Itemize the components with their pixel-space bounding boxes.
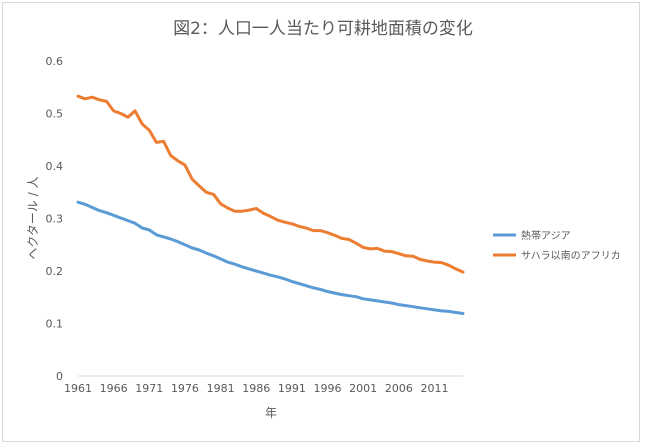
- x-tick-label: 1971: [135, 382, 163, 395]
- series-lines: [76, 94, 465, 315]
- y-tick-label: 0.5: [46, 108, 64, 121]
- series-line-0: [76, 200, 465, 315]
- x-tick-label: 1996: [314, 382, 342, 395]
- line-chart: 図2：人口一人当たり可耕地面積の変化 0 0.1 0.2 0.3 0.4 0.5 0.6 1…: [26, 19, 621, 420]
- x-tick-label: 1961: [64, 382, 92, 395]
- x-axis-label: 年: [265, 406, 277, 420]
- x-tick-label: 1981: [207, 382, 235, 395]
- x-tick-label: 1986: [242, 382, 270, 395]
- y-axis-ticks: 0 0.1 0.2 0.3 0.4 0.5 0.6: [46, 55, 64, 383]
- chart-title: 図2：人口一人当たり可耕地面積の変化: [173, 19, 473, 39]
- y-tick-label: 0.6: [46, 55, 64, 68]
- x-tick-label: 2001: [349, 382, 377, 395]
- series-line-1: [76, 94, 465, 274]
- y-tick-label: 0.1: [46, 318, 64, 331]
- x-tick-label: 1976: [171, 382, 199, 395]
- y-tick-label: 0.3: [46, 213, 64, 226]
- x-tick-label: 2006: [385, 382, 413, 395]
- y-tick-label: 0.2: [46, 265, 64, 278]
- y-axis-label: ヘクタール / 人: [26, 176, 40, 259]
- y-tick-label: 0: [56, 370, 63, 383]
- x-tick-label: 1991: [278, 382, 306, 395]
- x-tick-label: 2011: [420, 382, 448, 395]
- x-tick-label: 1966: [100, 382, 128, 395]
- chart-frame: 図2：人口一人当たり可耕地面積の変化 0 0.1 0.2 0.3 0.4 0.5 0.6 1…: [2, 2, 640, 442]
- legend-label-1: サハラ以南のアフリカ: [521, 249, 621, 262]
- y-tick-label: 0.4: [46, 160, 64, 173]
- legend-label-0: 熱帯アジア: [521, 229, 571, 242]
- x-axis-ticks: 1961 1966 1971 1976 1981 1986 1991 1996 2001 2006…: [64, 382, 448, 395]
